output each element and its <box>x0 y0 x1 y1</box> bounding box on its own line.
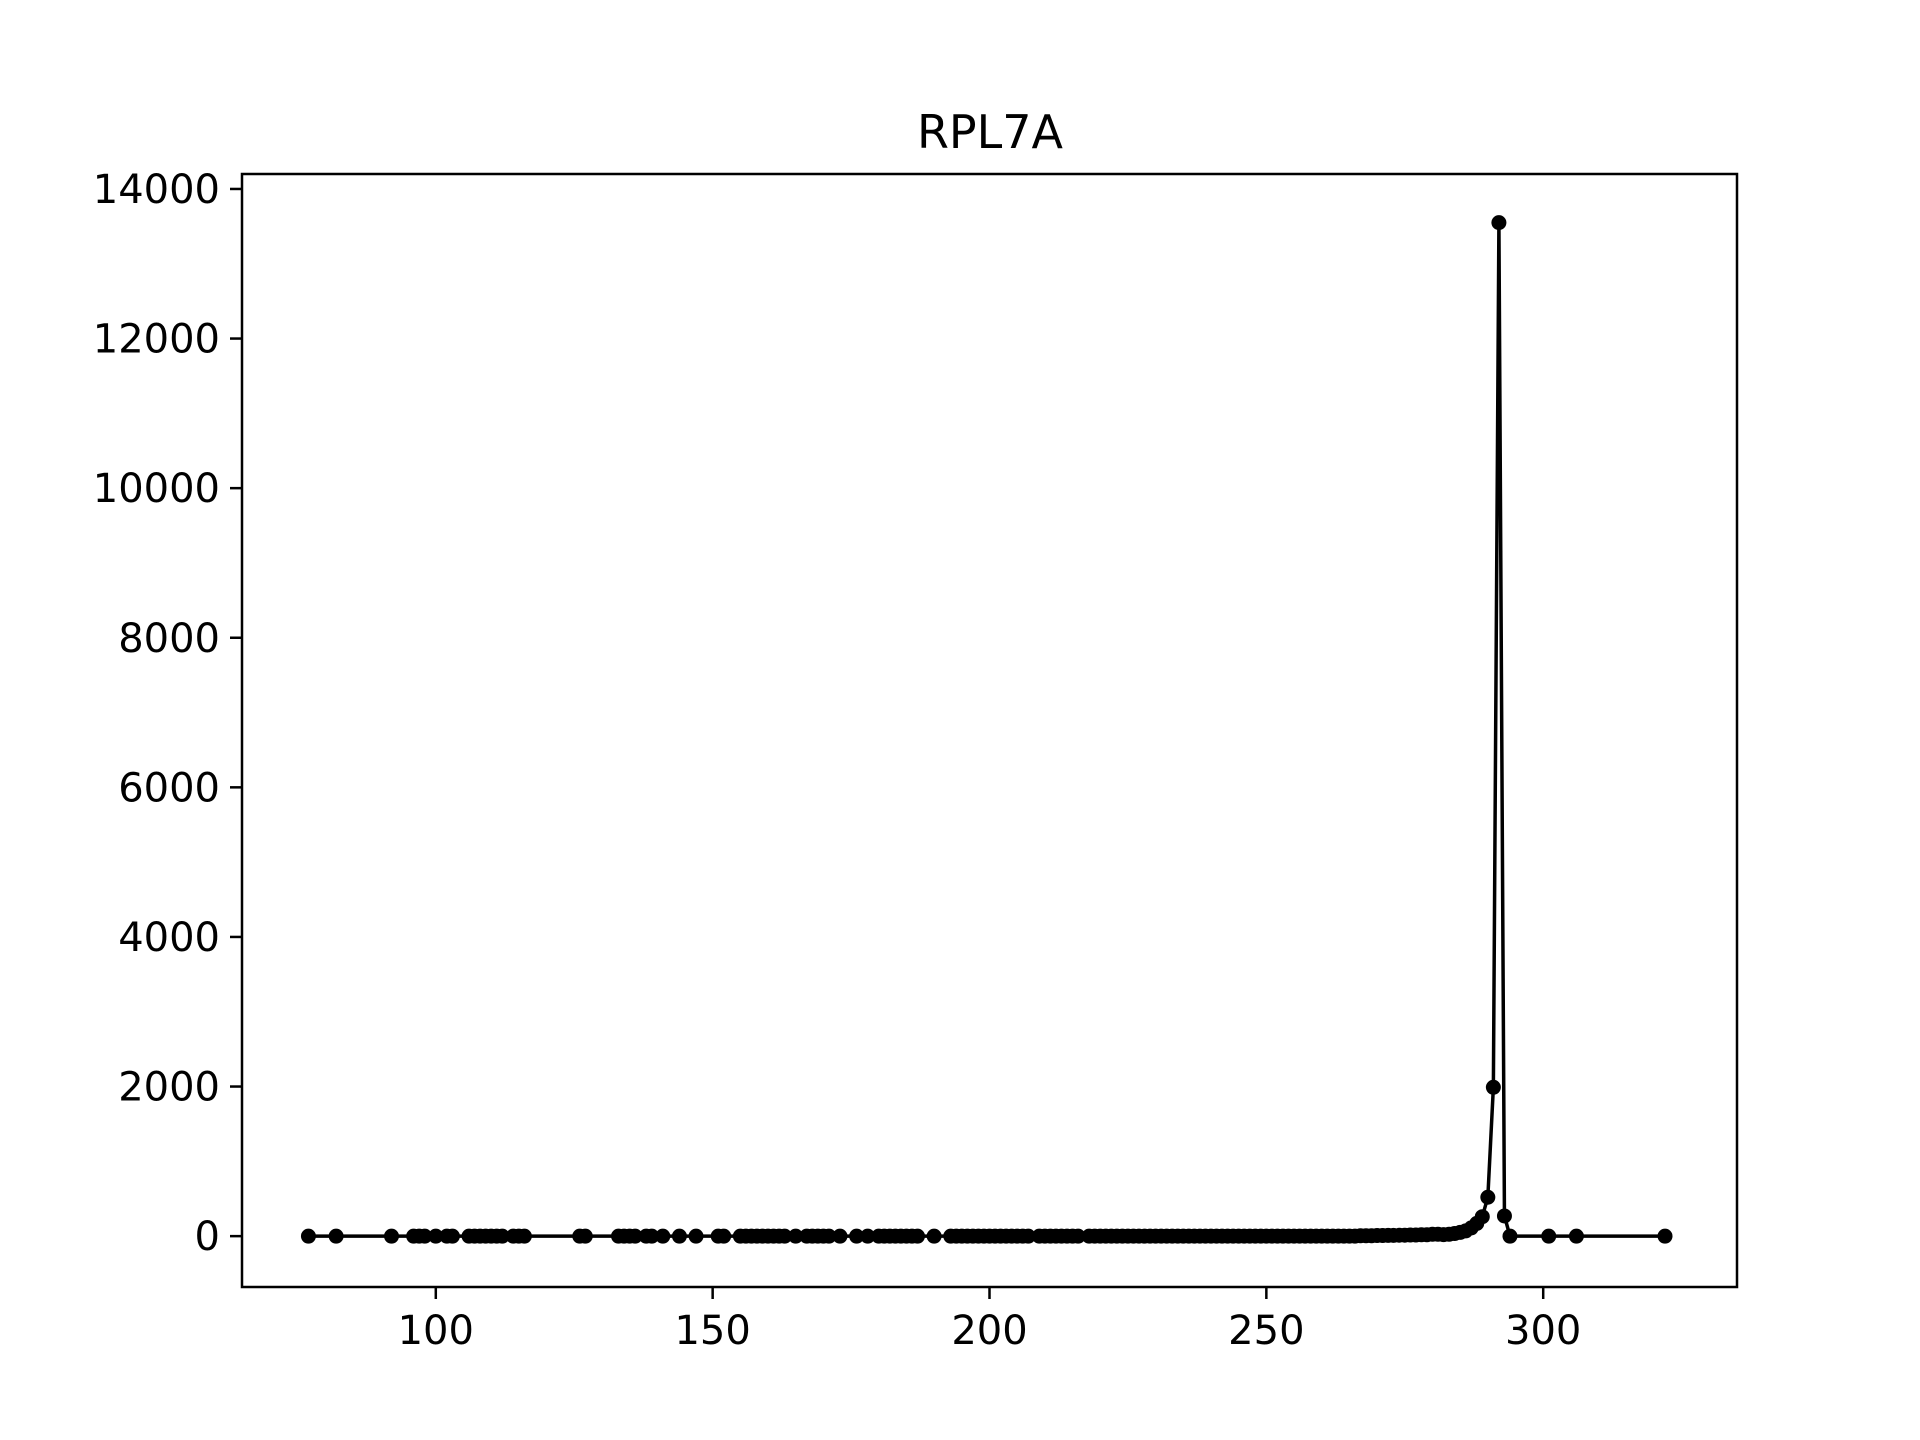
series-line <box>308 220 1666 1238</box>
x-axis: 100 150 200 250 300 <box>398 1287 1581 1354</box>
data-point <box>777 1228 793 1244</box>
y-tick-label: 0 <box>195 1214 220 1260</box>
data-point <box>428 1228 444 1244</box>
data-point <box>788 1228 804 1244</box>
data-point <box>821 1228 837 1244</box>
data-point <box>860 1228 876 1244</box>
data-point <box>910 1228 926 1244</box>
data-point <box>1480 1189 1496 1205</box>
y-tick-label: 2000 <box>118 1065 220 1111</box>
chart-title: RPL7A <box>917 105 1064 159</box>
y-tick-label: 10000 <box>93 466 220 512</box>
data-point <box>417 1228 433 1244</box>
data-point <box>1485 1079 1501 1095</box>
data-point <box>384 1228 399 1244</box>
data-point <box>655 1228 671 1244</box>
data-point <box>716 1228 732 1244</box>
data-point <box>1496 1208 1512 1224</box>
plot-area <box>300 215 1673 1244</box>
x-tick-label: 300 <box>1505 1308 1581 1354</box>
x-tick-label: 250 <box>1228 1308 1304 1354</box>
data-point <box>494 1228 510 1244</box>
data-point <box>328 1228 344 1244</box>
x-tick-label: 100 <box>398 1308 474 1354</box>
data-point <box>849 1228 865 1244</box>
data-point <box>688 1228 704 1244</box>
data-point <box>1474 1209 1490 1225</box>
data-point <box>926 1228 942 1244</box>
x-tick-label: 150 <box>674 1308 750 1354</box>
data-point <box>832 1228 848 1244</box>
data-point <box>516 1228 532 1244</box>
data-point <box>1568 1228 1584 1244</box>
y-tick-label: 14000 <box>93 167 220 213</box>
data-point <box>644 1228 660 1244</box>
y-tick-label: 12000 <box>93 317 220 363</box>
data-point <box>627 1228 643 1244</box>
data-point <box>1070 1228 1086 1244</box>
data-point <box>1502 1228 1518 1244</box>
y-tick-label: 8000 <box>118 616 220 662</box>
x-tick-label: 200 <box>951 1308 1027 1354</box>
y-axis: 0 2000 4000 6000 8000 10000 12000 14000 <box>93 167 242 1260</box>
y-tick-label: 4000 <box>118 915 220 961</box>
y-tick-label: 6000 <box>118 765 220 811</box>
data-point <box>300 1228 316 1244</box>
data-point <box>577 1228 593 1244</box>
data-point <box>1491 215 1507 231</box>
plot-frame <box>240 172 1739 1289</box>
data-point <box>1657 1228 1673 1244</box>
data-point <box>1020 1228 1036 1244</box>
data-point <box>1541 1228 1557 1244</box>
data-point <box>444 1228 460 1244</box>
data-point <box>671 1228 687 1244</box>
